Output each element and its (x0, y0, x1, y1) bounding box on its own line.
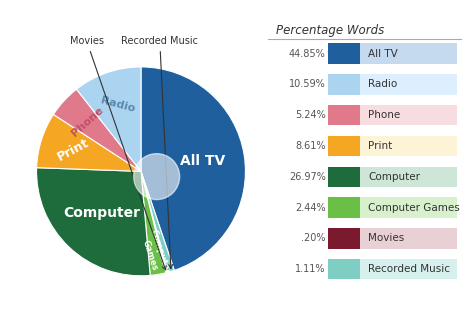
Text: Recorded Music: Recorded Music (368, 264, 450, 274)
Wedge shape (141, 171, 167, 273)
Bar (328, 167, 360, 187)
Wedge shape (37, 114, 141, 171)
Bar (328, 167, 457, 187)
Wedge shape (141, 171, 174, 272)
Text: Computer: Computer (368, 172, 420, 182)
Text: Percentage Words: Percentage Words (275, 24, 384, 37)
Text: 8.61%: 8.61% (295, 141, 326, 151)
Text: Movies: Movies (70, 36, 166, 270)
Text: Computer Games: Computer Games (368, 202, 460, 213)
Text: 10.59%: 10.59% (289, 79, 326, 89)
Wedge shape (37, 168, 150, 276)
Text: All TV: All TV (180, 154, 226, 168)
Bar (328, 136, 457, 156)
Text: 5.24%: 5.24% (295, 110, 326, 120)
Wedge shape (141, 171, 166, 275)
Text: Phone: Phone (368, 110, 400, 120)
Text: 44.85%: 44.85% (289, 49, 326, 58)
Text: Radio: Radio (100, 95, 136, 114)
Text: 1.11%: 1.11% (295, 264, 326, 274)
Bar (328, 105, 457, 125)
Bar (328, 198, 457, 218)
Text: Radio: Radio (368, 79, 397, 89)
Bar (328, 74, 360, 95)
Bar (328, 259, 360, 280)
Wedge shape (141, 67, 245, 270)
Bar (328, 228, 457, 249)
Text: Recorded Music: Recorded Music (121, 36, 198, 268)
Bar (328, 44, 360, 64)
Text: 2.44%: 2.44% (295, 202, 326, 213)
Text: 26.97%: 26.97% (289, 172, 326, 182)
Text: Computer
Games: Computer Games (138, 228, 171, 279)
Wedge shape (77, 67, 141, 171)
Bar (328, 74, 457, 95)
Bar (328, 228, 360, 249)
Wedge shape (54, 89, 141, 171)
Text: Computer: Computer (63, 206, 140, 220)
Text: Print: Print (55, 136, 91, 164)
Text: Print: Print (368, 141, 392, 151)
Bar (328, 105, 360, 125)
Bar (328, 136, 360, 156)
Text: Phone: Phone (69, 105, 105, 139)
Text: Movies: Movies (368, 233, 404, 243)
Circle shape (133, 154, 180, 200)
Bar (328, 259, 457, 280)
Text: .20%: .20% (301, 233, 326, 243)
Text: All TV: All TV (368, 49, 398, 58)
Bar (328, 44, 457, 64)
Bar (328, 198, 360, 218)
